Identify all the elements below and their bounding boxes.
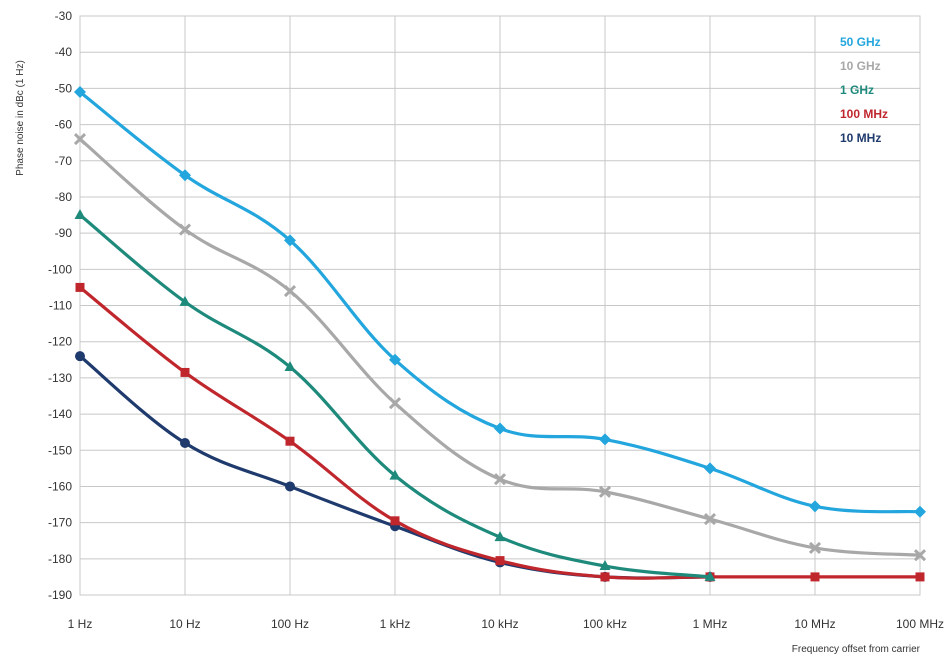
x-axis-label: Frequency offset from carrier	[792, 644, 921, 655]
y-axis-label: Phase noise in dBc (1 Hz)	[15, 60, 26, 176]
y-tick-label: -70	[55, 154, 73, 168]
legend-entry: 1 GHz	[840, 83, 874, 97]
legend-entry: 10 MHz	[840, 131, 881, 145]
series-10-ghz-marker	[283, 284, 297, 298]
y-tick-label: -100	[48, 262, 72, 276]
series-lines	[73, 85, 927, 582]
series-10-ghz-marker	[808, 541, 822, 555]
series-10-ghz-marker	[73, 132, 87, 146]
y-tick-label: -30	[55, 9, 73, 23]
series-100-mhz-marker	[285, 436, 295, 446]
series-10-ghz-line	[78, 137, 922, 557]
x-tick-labels: 1 Hz 10 Hz 100 Hz 1 kHz 10 kHz 100 kHz 1 MHz 10…	[68, 617, 944, 631]
series-50-ghz-marker	[179, 169, 191, 182]
y-tick-label: -120	[48, 335, 72, 349]
x-tick-label: 10 MHz	[794, 617, 835, 631]
series-10-ghz-marker	[703, 512, 717, 526]
y-tick-label: -110	[49, 299, 72, 313]
series-1-ghz-marker	[494, 531, 506, 542]
series-50-ghz-marker	[389, 353, 401, 366]
legend: 50 GHz 10 GHz 1 GHz 100 MHz 10 MHz	[840, 35, 888, 145]
series-50-ghz-marker	[809, 500, 821, 513]
y-tick-label: -40	[55, 45, 73, 59]
y-tick-label: -180	[48, 552, 72, 566]
series-100-mhz-marker	[180, 367, 190, 377]
x-tick-label: 1 MHz	[693, 617, 728, 631]
series-10-ghz-marker	[598, 485, 612, 498]
y-tick-label: -150	[48, 443, 72, 457]
series-50-ghz	[74, 85, 926, 518]
x-tick-label: 10 Hz	[169, 617, 200, 631]
x-tick-label: 1 kHz	[380, 617, 411, 631]
y-tick-label: -60	[55, 118, 73, 132]
series-1-ghz-marker	[704, 570, 716, 581]
series-10-ghz-marker	[178, 223, 192, 236]
series-50-ghz-line	[78, 90, 922, 514]
series-100-mhz-marker	[915, 572, 925, 582]
y-tick-label: -50	[55, 81, 73, 95]
y-tick-label: -80	[55, 190, 73, 204]
series-1-ghz-marker	[74, 209, 86, 220]
series-1-ghz-marker	[389, 469, 401, 480]
series-10-ghz-marker	[913, 549, 927, 562]
series-50-ghz-marker	[914, 505, 926, 518]
y-tick-labels: -30 -40 -50 -60 -70 -80 -90 -100 -110 -120 -130 -14…	[48, 9, 72, 602]
series-10-mhz-marker	[180, 438, 190, 449]
x-tick-label: 100 kHz	[583, 617, 627, 631]
series-10-mhz-marker	[75, 351, 85, 362]
y-tick-label: -90	[55, 226, 73, 240]
series-50-ghz-marker	[704, 462, 716, 475]
series-50-ghz-marker	[494, 422, 506, 435]
legend-entry: 100 MHz	[840, 107, 888, 121]
series-50-ghz-marker	[284, 234, 296, 247]
y-tick-label: -140	[48, 407, 72, 421]
series-50-ghz-marker	[599, 433, 611, 446]
grid	[79, 15, 921, 596]
y-tick-label: -190	[48, 588, 72, 602]
series-100-mhz-marker	[390, 516, 400, 526]
series-100-mhz-marker	[495, 556, 505, 566]
y-tick-label: -160	[48, 479, 72, 493]
series-100-mhz-line	[78, 285, 922, 580]
series-10-mhz-marker	[285, 481, 295, 492]
y-tick-label: -170	[48, 516, 72, 530]
series-100-mhz-marker	[600, 572, 610, 582]
legend-entry: 50 GHz	[840, 35, 881, 49]
x-tick-label: 100 Hz	[271, 617, 309, 631]
series-1-ghz	[74, 209, 716, 581]
series-10-ghz-marker	[493, 473, 507, 486]
y-tick-label: -130	[48, 371, 72, 385]
x-tick-label: 100 MHz	[896, 617, 944, 631]
series-100-mhz-marker	[810, 572, 820, 582]
series-50-ghz-marker	[74, 85, 86, 98]
x-tick-label: 10 kHz	[481, 617, 518, 631]
series-10-ghz-marker	[388, 397, 402, 410]
series-1-ghz-marker	[179, 295, 191, 306]
legend-entry: 10 GHz	[840, 59, 881, 73]
series-1-ghz-marker	[599, 560, 611, 571]
series-100-mhz-marker	[75, 282, 85, 292]
series-10-ghz	[73, 132, 927, 562]
x-tick-label: 1 Hz	[68, 617, 93, 631]
series-1-ghz-marker	[284, 361, 296, 372]
